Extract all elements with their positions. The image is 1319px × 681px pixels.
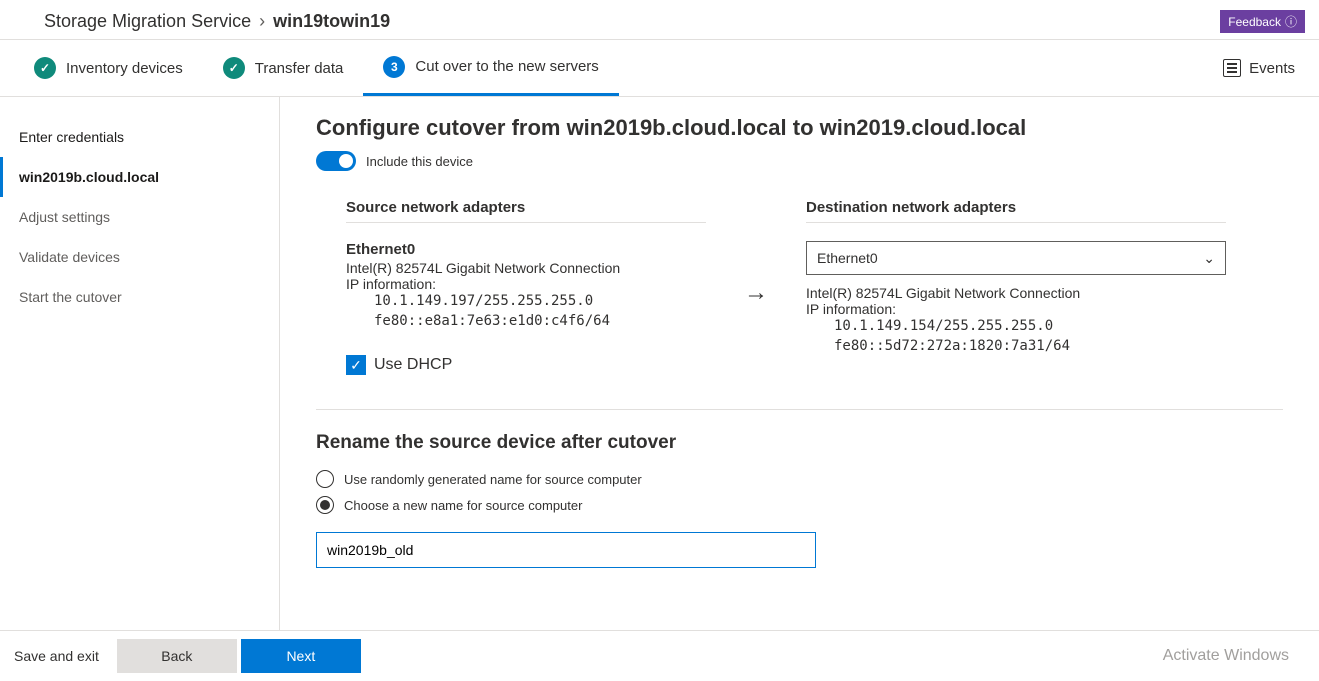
list-icon <box>1223 59 1241 77</box>
sidebar-item-device[interactable]: win2019b.cloud.local <box>0 157 279 197</box>
main-panel: Configure cutover from win2019b.cloud.lo… <box>280 97 1319 630</box>
rename-input[interactable] <box>316 532 816 568</box>
dest-adapter-device: Intel(R) 82574L Gigabit Network Connecti… <box>806 285 1226 301</box>
wizard-sidebar: Enter credentials win2019b.cloud.local A… <box>0 97 280 630</box>
wizard-stepper: ✓ Inventory devices ✓ Transfer data 3 Cu… <box>14 40 619 96</box>
sidebar-item-start[interactable]: Start the cutover <box>0 277 279 317</box>
feedback-button[interactable]: Feedback ⓘ <box>1220 10 1305 33</box>
dest-adapter-select[interactable]: Ethernet0 ⌄ <box>806 241 1226 275</box>
rename-heading: Rename the source device after cutover <box>316 432 1283 454</box>
step-transfer[interactable]: ✓ Transfer data <box>203 40 364 96</box>
sidebar-item-adjust[interactable]: Adjust settings <box>0 197 279 237</box>
page-title: Configure cutover from win2019b.cloud.lo… <box>316 115 1283 141</box>
chevron-right-icon: › <box>259 11 265 32</box>
toggle-label: Include this device <box>366 154 473 169</box>
divider <box>316 409 1283 410</box>
check-icon: ✓ <box>223 57 245 79</box>
step-label: Inventory devices <box>66 60 183 77</box>
source-adapter-column: Source network adapters Ethernet0 Intel(… <box>346 199 706 375</box>
step-label: Transfer data <box>255 60 344 77</box>
events-button[interactable]: Events <box>1223 59 1295 77</box>
feedback-label: Feedback <box>1228 15 1281 29</box>
breadcrumb-leaf: win19towin19 <box>273 11 390 32</box>
include-device-toggle[interactable] <box>316 151 356 171</box>
dest-adapter-column: Destination network adapters Ethernet0 ⌄… <box>806 199 1226 356</box>
step-label: Cut over to the new servers <box>415 58 598 75</box>
events-label: Events <box>1249 60 1295 77</box>
rename-option-random[interactable]: Use randomly generated name for source c… <box>316 470 1283 488</box>
step-number: 3 <box>383 56 405 78</box>
footer: Save and exit Back Next Activate Windows <box>0 630 1319 680</box>
rename-option-choose[interactable]: Choose a new name for source computer <box>316 496 1283 514</box>
arrow-column: → <box>726 199 786 307</box>
back-button[interactable]: Back <box>117 639 237 673</box>
select-value: Ethernet0 <box>817 250 878 266</box>
dest-heading: Destination network adapters <box>806 199 1226 223</box>
dhcp-label: Use DHCP <box>374 356 452 374</box>
source-heading: Source network adapters <box>346 199 706 223</box>
step-cutover[interactable]: 3 Cut over to the new servers <box>363 40 618 96</box>
stepper-row: ✓ Inventory devices ✓ Transfer data 3 Cu… <box>0 40 1319 97</box>
sidebar-item-credentials[interactable]: Enter credentials <box>0 117 279 157</box>
breadcrumb-root[interactable]: Storage Migration Service <box>44 11 251 32</box>
dhcp-row: ✓ Use DHCP <box>346 355 706 375</box>
main-body: Enter credentials win2019b.cloud.local A… <box>0 97 1319 630</box>
source-ipv6: fe80::e8a1:7e63:e1d0:c4f6/64 <box>346 312 706 332</box>
source-adapter-device: Intel(R) 82574L Gigabit Network Connecti… <box>346 260 706 276</box>
info-icon: ⓘ <box>1285 13 1297 30</box>
chevron-down-icon: ⌄ <box>1203 250 1215 267</box>
breadcrumb: Storage Migration Service › win19towin19 <box>44 11 390 32</box>
radio-label: Use randomly generated name for source c… <box>344 472 642 487</box>
source-adapter-name: Ethernet0 <box>346 241 706 258</box>
check-icon: ✓ <box>34 57 56 79</box>
windows-watermark: Activate Windows <box>1163 647 1289 665</box>
dhcp-checkbox[interactable]: ✓ <box>346 355 366 375</box>
save-and-exit-link[interactable]: Save and exit <box>14 648 99 664</box>
radio-icon <box>316 496 334 514</box>
dest-ipv6: fe80::5d72:272a:1820:7a31/64 <box>806 337 1226 357</box>
include-device-row: Include this device <box>316 151 1283 171</box>
sidebar-item-validate[interactable]: Validate devices <box>0 237 279 277</box>
dest-ip-label: IP information: <box>806 301 1226 317</box>
radio-label: Choose a new name for source computer <box>344 498 582 513</box>
source-ip-label: IP information: <box>346 276 706 292</box>
step-inventory[interactable]: ✓ Inventory devices <box>14 40 203 96</box>
next-button[interactable]: Next <box>241 639 361 673</box>
dest-ipv4: 10.1.149.154/255.255.255.0 <box>806 317 1226 337</box>
radio-icon <box>316 470 334 488</box>
arrow-right-icon: → <box>744 279 768 307</box>
page-header: Storage Migration Service › win19towin19… <box>0 0 1319 40</box>
adapters-section: Source network adapters Ethernet0 Intel(… <box>316 199 1283 375</box>
source-ipv4: 10.1.149.197/255.255.255.0 <box>346 292 706 312</box>
